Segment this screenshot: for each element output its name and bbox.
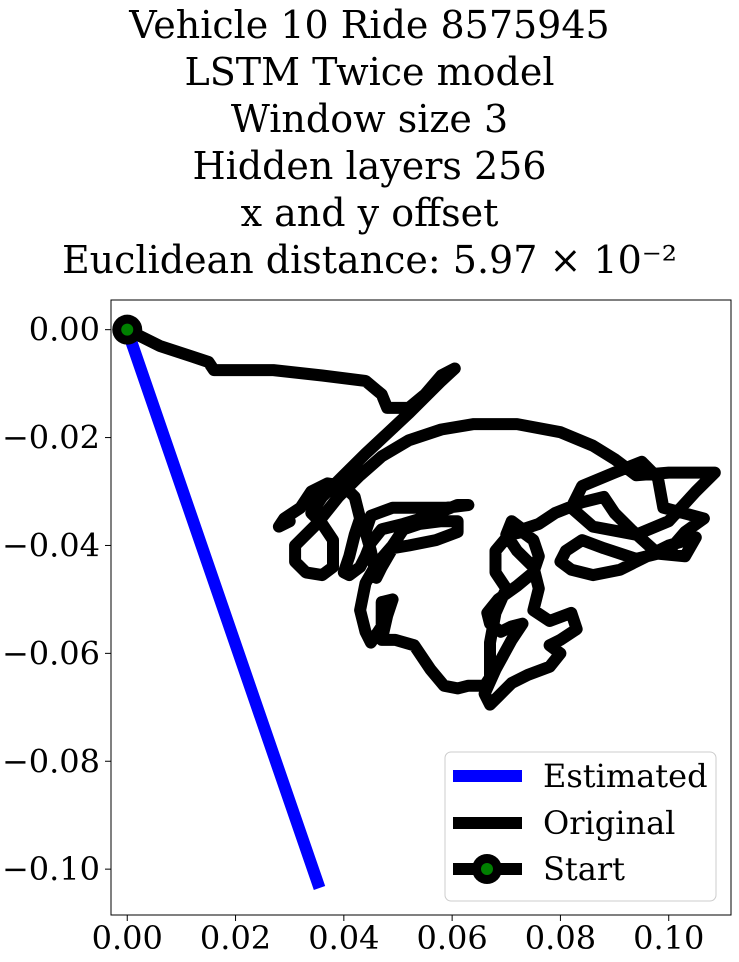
y-tick-label: 0.00 [29, 311, 100, 349]
y-tick-label: −0.08 [2, 742, 100, 780]
series-estimated-line [121, 327, 326, 890]
axis-ticks: 0.00 0.02 0.04 0.06 0.08 0.10 0.00 −0.02 −0.04 −0… [2, 311, 704, 957]
title-line-4: Hidden layers 256 [192, 144, 547, 188]
title-line-6: Euclidean distance: 5.97 × 10⁻² [61, 238, 678, 282]
title-line-5: x and y offset [240, 191, 499, 235]
y-tick-label: −0.06 [2, 634, 100, 672]
plot-frame [110, 299, 732, 916]
x-tick-label: 0.08 [525, 919, 596, 957]
series-layer [112, 314, 721, 890]
x-tick-label: 0.06 [417, 919, 488, 957]
legend-start-label: Start [543, 850, 625, 888]
x-tick-label: 0.04 [308, 919, 379, 957]
legend-start-marker-dot [481, 863, 493, 875]
title-line-1: Vehicle 10 Ride 8575945 [129, 3, 610, 47]
title-line-3: Window size 3 [230, 97, 509, 141]
chart-title: Vehicle 10 Ride 8575945 LSTM Twice model… [0, 2, 739, 284]
x-tick-label: 0.00 [92, 919, 163, 957]
title-line-2: LSTM Twice model [184, 50, 555, 94]
series-original-line [121, 323, 721, 711]
y-tick-label: −0.04 [2, 526, 100, 564]
x-tick-label: 0.02 [200, 919, 271, 957]
legend-original-label: Original [543, 804, 675, 842]
legend: Estimated Original Start [444, 751, 717, 902]
start-marker-dot [121, 323, 134, 336]
y-tick-label: −0.10 [2, 850, 100, 888]
legend-estimated-label: Estimated [543, 757, 708, 795]
x-tick-label: 0.10 [633, 919, 704, 957]
y-tick-label: −0.02 [2, 419, 100, 457]
